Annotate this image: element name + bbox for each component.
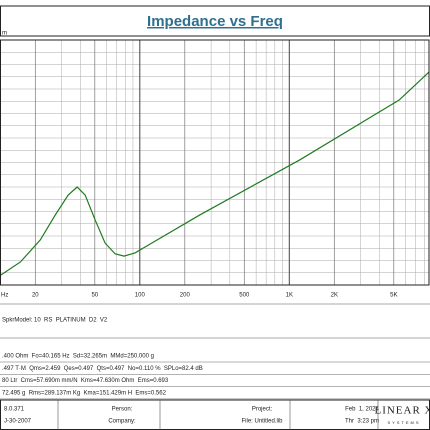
speaker-model: SpkrModel: 10 RS PLATINUM D2 V2: [2, 318, 108, 324]
x-tick-label: 200: [180, 293, 191, 299]
y-axis-label: m: [2, 31, 7, 37]
time: Thr 3:23 pm: [345, 419, 379, 425]
file: File: Untitled.lib: [241, 419, 283, 425]
x-tick-label: 1K: [286, 293, 293, 299]
version-date: J-30-2007: [4, 419, 32, 425]
parameter-row: 80 Ltr Cms=57.690m mm/N Kms=47.630m Ohm …: [2, 378, 169, 384]
parameter-row: .400 Ohm Fo=40.165 Hz Sd=32.265m MMd=250…: [2, 354, 154, 360]
x-tick-label: 500: [239, 293, 250, 299]
person: Person:: [112, 407, 133, 413]
date: Feb 1, 2024: [345, 407, 379, 413]
plot-frame: [0, 39, 430, 286]
plot-area: Hz 20 50 100 200 500 1K 2K 5K: [0, 40, 430, 299]
x-tick-label: Hz: [1, 293, 8, 299]
project: Project:: [252, 407, 273, 413]
x-tick-label: 20: [32, 293, 39, 299]
x-tick-label: 2K: [331, 293, 338, 299]
x-tick-label: 5K: [390, 293, 397, 299]
x-tick-label: 50: [91, 293, 98, 299]
parameters: .400 Ohm Fo=40.165 Hz Sd=32.265m MMd=250…: [0, 354, 430, 400]
impedance-curve: [0, 71, 430, 276]
chart-title: Impedance vs Freq: [147, 13, 283, 30]
parameter-row: 72.495 g Rms=289.137m Kg Kma=151.429m H …: [2, 390, 167, 396]
x-tick-label: 100: [135, 293, 146, 299]
parameter-row: .497 T·M Qms=2.459 Qes=0.497 Qts=0.497 N…: [2, 366, 203, 372]
company: Company:: [108, 419, 136, 425]
version: 8.0.371: [4, 407, 25, 413]
logo: LINEAR X: [374, 405, 430, 417]
logo-sub: SYSTEMS: [387, 420, 420, 425]
